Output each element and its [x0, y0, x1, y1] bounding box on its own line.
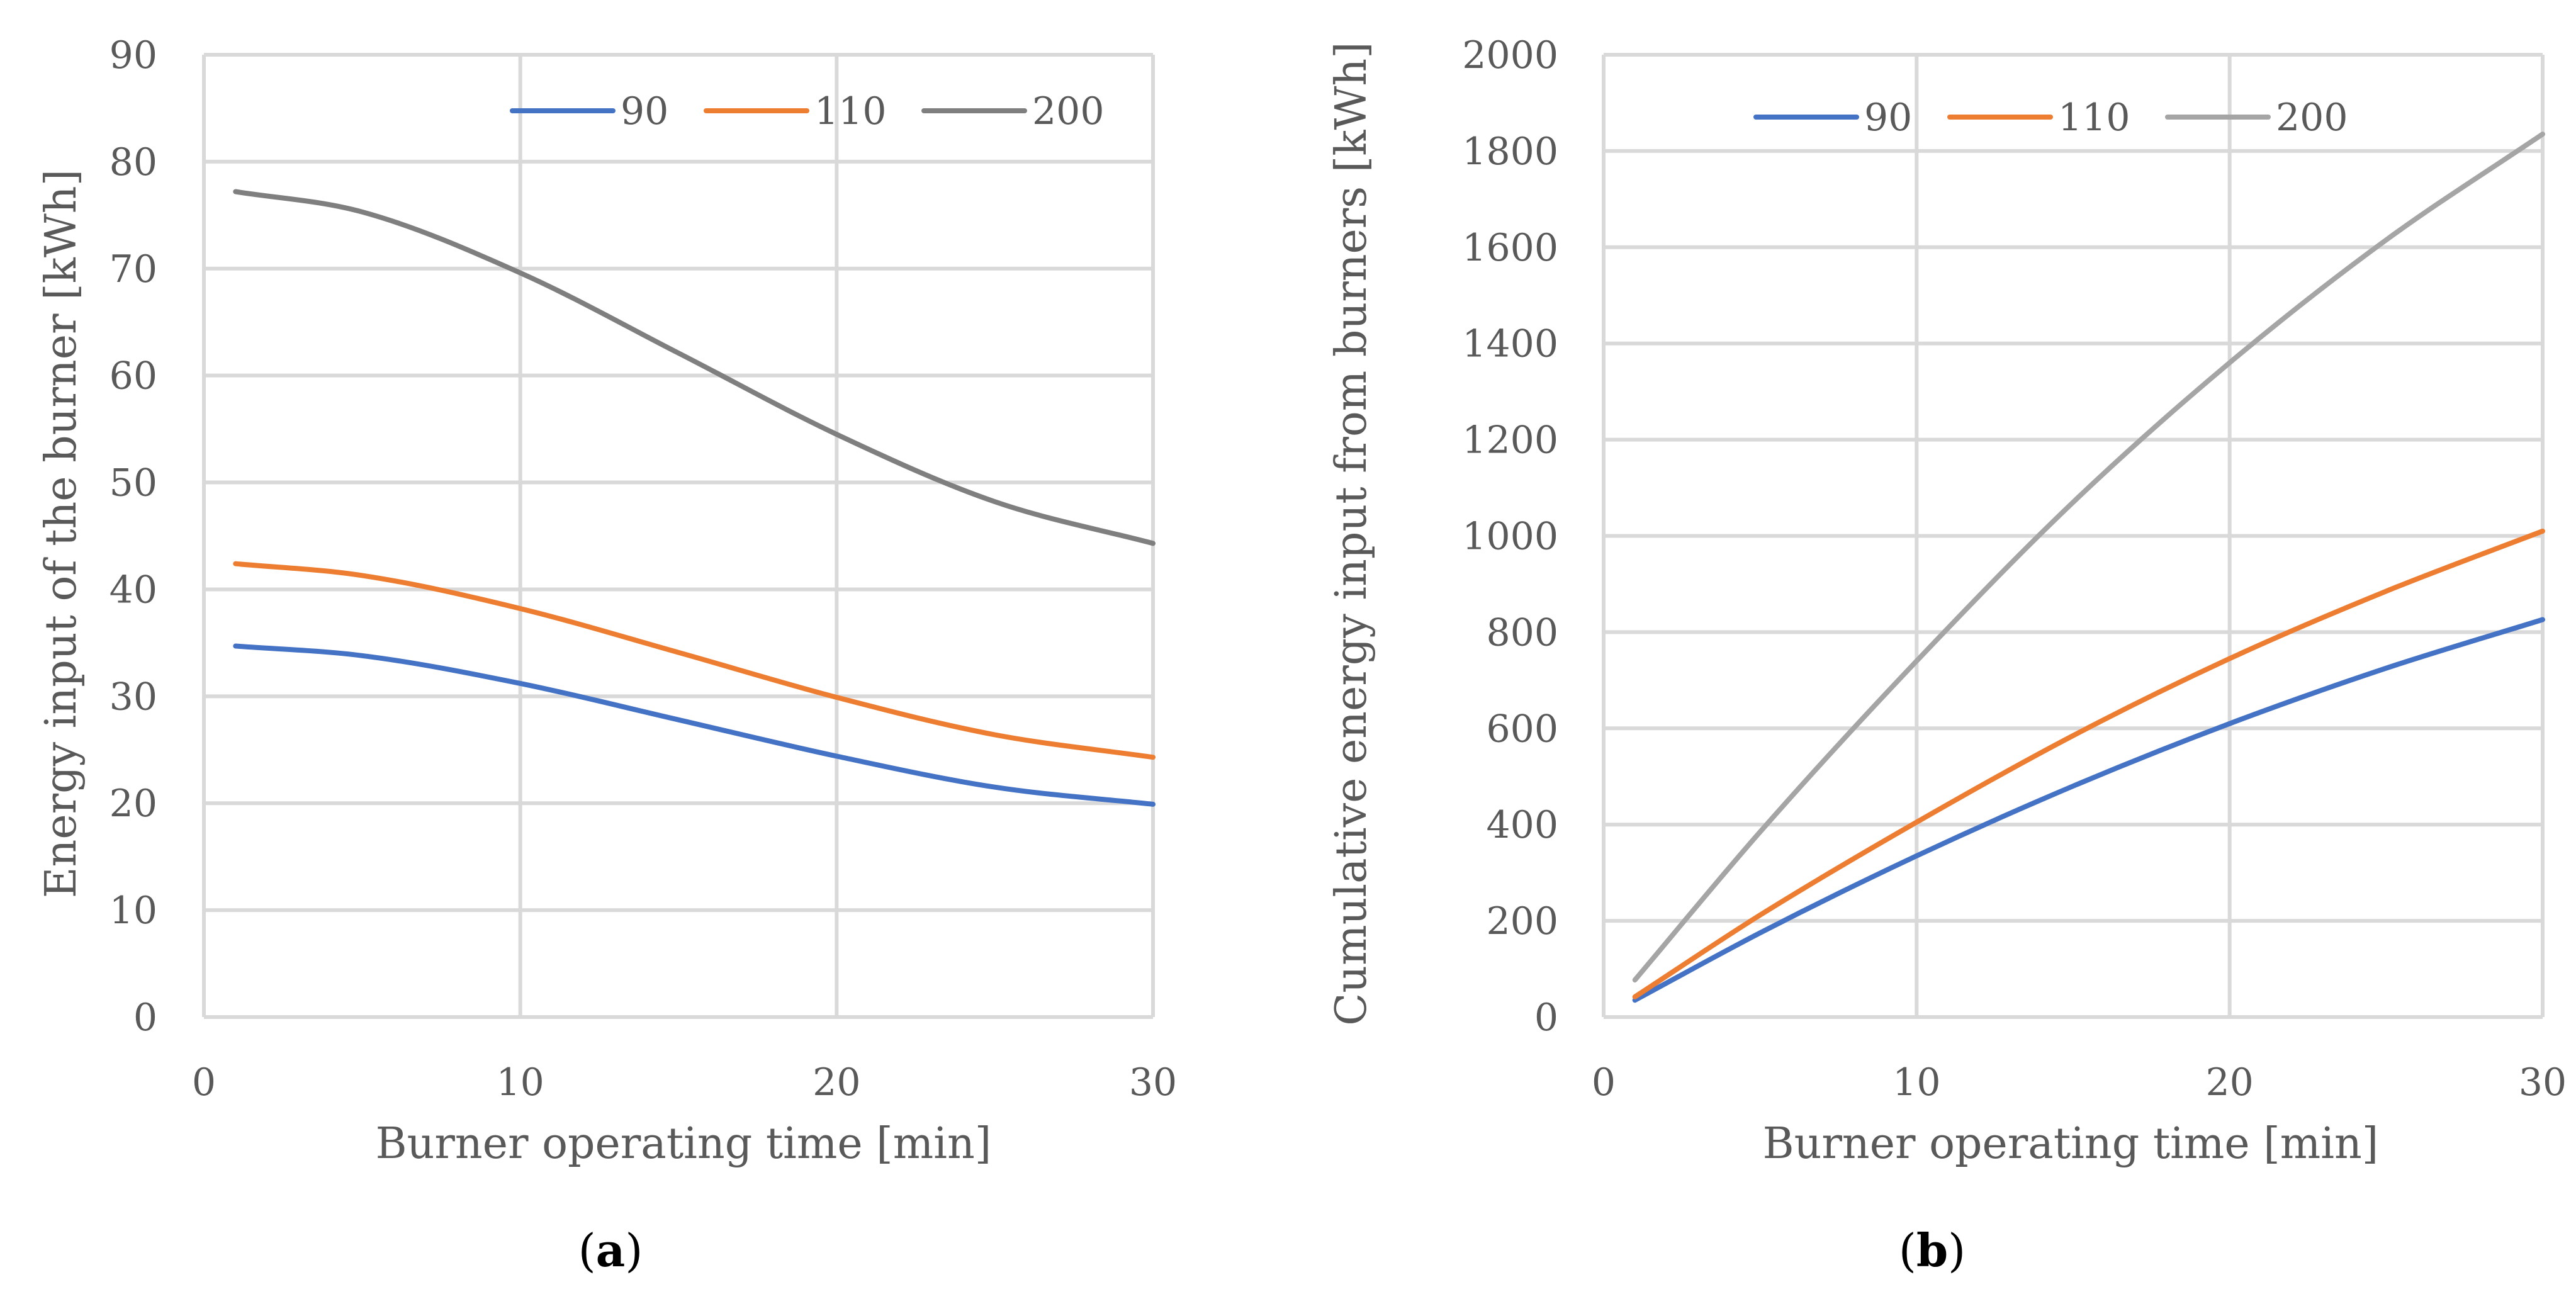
chart-a-series-line-110 — [233, 561, 1156, 760]
chart-a-x-axis-title: Burner operating time [min] — [376, 1119, 992, 1169]
chart-panel-a: 0 10 20 30 40 50 60 70 80 90 0 10 20 30 90 110 200 Bur… — [37, 33, 1177, 1277]
chart-a-y-tick-label: 30 — [110, 675, 157, 719]
chart-b-series-line-90 — [1632, 617, 2545, 1003]
chart-a-x-tick-labels: 0 10 20 30 — [192, 1060, 1177, 1105]
chart-b-y-tick-label: 200 — [1486, 899, 1558, 943]
chart-b-y-tick-label: 1600 — [1462, 226, 1558, 270]
chart-a-y-tick-labels: 0 10 20 30 40 50 60 70 80 90 — [110, 33, 157, 1040]
chart-a-y-tick-label: 70 — [110, 247, 157, 291]
chart-b-y-tick-label: 1800 — [1462, 130, 1558, 174]
chart-a-x-tick-label: 0 — [192, 1060, 216, 1105]
chart-b-y-tick-label: 800 — [1486, 610, 1558, 655]
chart-a-panel-label: (a) — [578, 1223, 643, 1277]
chart-b-legend-label-110: 110 — [2058, 96, 2130, 140]
chart-b-x-tick-label: 0 — [1592, 1060, 1616, 1105]
chart-a-y-tick-label: 60 — [110, 354, 157, 398]
chart-a-x-tick-label: 20 — [813, 1060, 860, 1105]
chart-a-y-tick-label: 0 — [133, 996, 157, 1040]
chart-b-y-tick-labels: 0 200 400 600 800 1000 1200 1400 1600 1800 2000 — [1462, 33, 1558, 1040]
chart-b-legend: 90 110 200 — [1753, 96, 2348, 140]
chart-a-series-line-200 — [233, 189, 1156, 546]
chart-a-legend-label-200: 200 — [1032, 89, 1105, 133]
chart-a-legend: 90 110 200 — [510, 89, 1105, 133]
chart-a-y-axis-title: Energy input of the burner [kWh] — [37, 169, 86, 898]
chart-b-x-tick-label: 10 — [1893, 1060, 1940, 1105]
chart-a-y-tick-label: 40 — [110, 568, 157, 612]
chart-b-series-line-200 — [1632, 132, 2545, 983]
chart-b-panel-letter: b — [1916, 1223, 1948, 1277]
chart-b-y-tick-label: 400 — [1486, 803, 1558, 847]
chart-panel-b: 0 200 400 600 800 1000 1200 1400 1600 1800 2000 0 1… — [1327, 33, 2567, 1277]
chart-b-y-axis-title: Cumulative energy input from burners [kW… — [1327, 42, 1376, 1025]
chart-a-series — [233, 189, 1156, 807]
chart-b-y-tick-label: 1400 — [1462, 322, 1558, 366]
chart-b-x-tick-labels: 0 10 20 30 — [1592, 1060, 2567, 1105]
chart-b-y-tick-label: 2000 — [1462, 33, 1558, 77]
chart-b-x-axis-title: Burner operating time [min] — [1763, 1119, 2379, 1169]
chart-b-gridlines — [1602, 53, 2545, 1019]
chart-b-legend-label-200: 200 — [2276, 96, 2348, 140]
chart-a-panel-letter: a — [596, 1223, 626, 1277]
chart-a-y-tick-label: 90 — [110, 33, 157, 77]
chart-a-legend-label-110: 110 — [814, 89, 887, 133]
chart-a-y-tick-label: 50 — [110, 461, 157, 505]
chart-b-legend-label-90: 90 — [1864, 96, 1912, 140]
chart-a-gridlines — [202, 53, 1155, 1019]
chart-a-x-tick-label: 30 — [1129, 1060, 1177, 1105]
chart-b-series — [1632, 132, 2545, 1003]
chart-b-y-tick-label: 1200 — [1462, 419, 1558, 463]
chart-a-y-tick-label: 80 — [110, 140, 157, 184]
chart-a-series-line-90 — [233, 643, 1156, 807]
chart-b-y-tick-label: 1000 — [1462, 515, 1558, 559]
chart-b-y-tick-label: 600 — [1486, 707, 1558, 751]
chart-a-x-tick-label: 10 — [496, 1060, 544, 1105]
chart-b-series-line-110 — [1632, 528, 2545, 999]
chart-b-y-tick-label: 0 — [1534, 996, 1558, 1040]
chart-a-y-tick-label: 10 — [110, 889, 157, 933]
chart-a-legend-label-90: 90 — [621, 89, 668, 133]
chart-b-panel-label: (b) — [1899, 1223, 1966, 1277]
chart-a-y-tick-label: 20 — [110, 782, 157, 826]
chart-b-x-tick-label: 30 — [2519, 1060, 2567, 1105]
chart-b-x-tick-label: 20 — [2205, 1060, 2253, 1105]
